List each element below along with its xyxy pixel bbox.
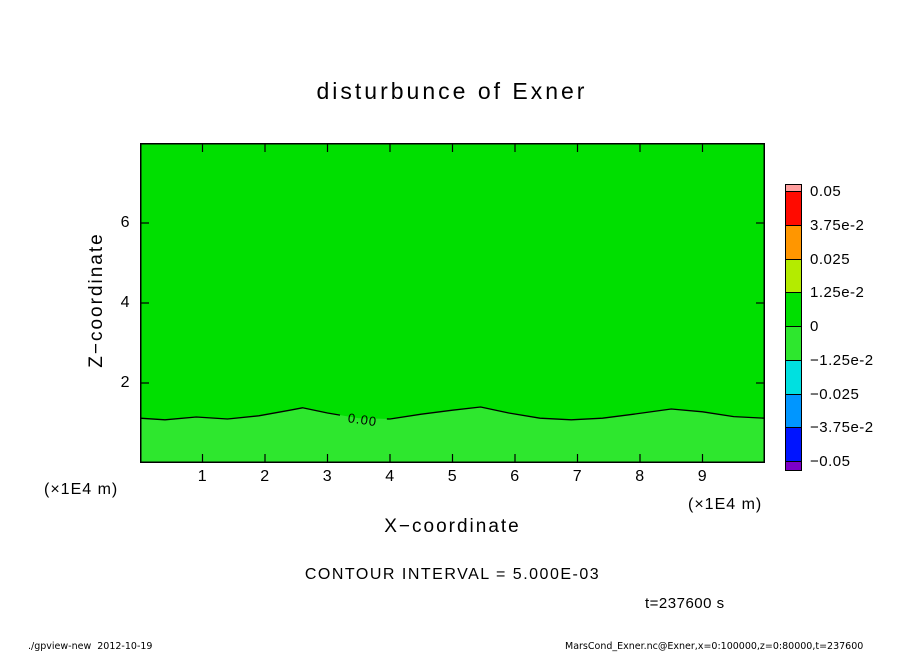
x-tick-label: 6: [510, 468, 520, 485]
colorbar-segment: [786, 293, 801, 327]
x-tick-label: 4: [385, 468, 395, 485]
colorbar-label: 0.025: [810, 250, 851, 268]
y-tick-label: 2: [120, 374, 130, 391]
x-axis-label: X−coordinate: [384, 516, 521, 537]
time-text: t=237600 s: [645, 595, 725, 612]
x-tick-label: 8: [635, 468, 645, 485]
colorbar-label: 0.05: [810, 183, 842, 200]
colorbar-segment: [786, 394, 801, 429]
colorbar-segment: [786, 327, 801, 361]
plot-frame: [140, 143, 765, 463]
colorbar-label: −3.75e-2: [810, 419, 874, 437]
colorbar-segment: [786, 259, 801, 294]
colorbar-segment: [786, 225, 801, 260]
x-tick-label: 1: [197, 468, 208, 485]
colorbar-label: 3.75e-2: [810, 216, 865, 234]
zero-contour-line: [386, 406, 765, 421]
footer-command-text: ./gpview-new 2012-10-19: [28, 641, 153, 652]
colorbar-label: −0.05: [810, 453, 851, 470]
x-tick-label: 5: [447, 468, 458, 485]
colorbar-segment: [786, 360, 801, 395]
x-tick-label: 3: [322, 468, 333, 485]
colorbar-segment: [786, 428, 801, 462]
colorbar-label: 1.25e-2: [810, 284, 865, 302]
colorbar-segment: [786, 192, 801, 226]
colorbar-segment: [786, 185, 801, 192]
y-tick-label: 6: [120, 214, 130, 231]
tone-fill-below-zero: [140, 407, 765, 463]
y-tick-label: 4: [120, 294, 130, 311]
x-tick-label: 9: [697, 468, 708, 485]
colorbar-label: −0.025: [810, 385, 860, 403]
x-axis-unit-left: (×1E4 m): [44, 481, 119, 498]
chart-title: disturbunce of Exner: [316, 78, 588, 104]
x-tick-label: 7: [572, 468, 583, 485]
plot-area: 0.00: [140, 143, 765, 463]
zero-contour-line: [140, 407, 341, 421]
x-tick-label: 2: [260, 468, 270, 485]
colorbar-label: −1.25e-2: [810, 351, 874, 369]
zero-contour-label: 0.00: [347, 410, 378, 429]
contour-interval-text: CONTOUR INTERVAL = 5.000E-03: [304, 566, 601, 583]
colorbar-segment: [786, 462, 801, 470]
colorbar: [785, 184, 802, 471]
x-axis-unit-right: (×1E4 m): [688, 496, 763, 513]
colorbar-label: 0: [810, 318, 819, 335]
footer-file-text: MarsCond_Exner.nc@Exner,x=0:100000,z=0:8…: [565, 641, 864, 652]
